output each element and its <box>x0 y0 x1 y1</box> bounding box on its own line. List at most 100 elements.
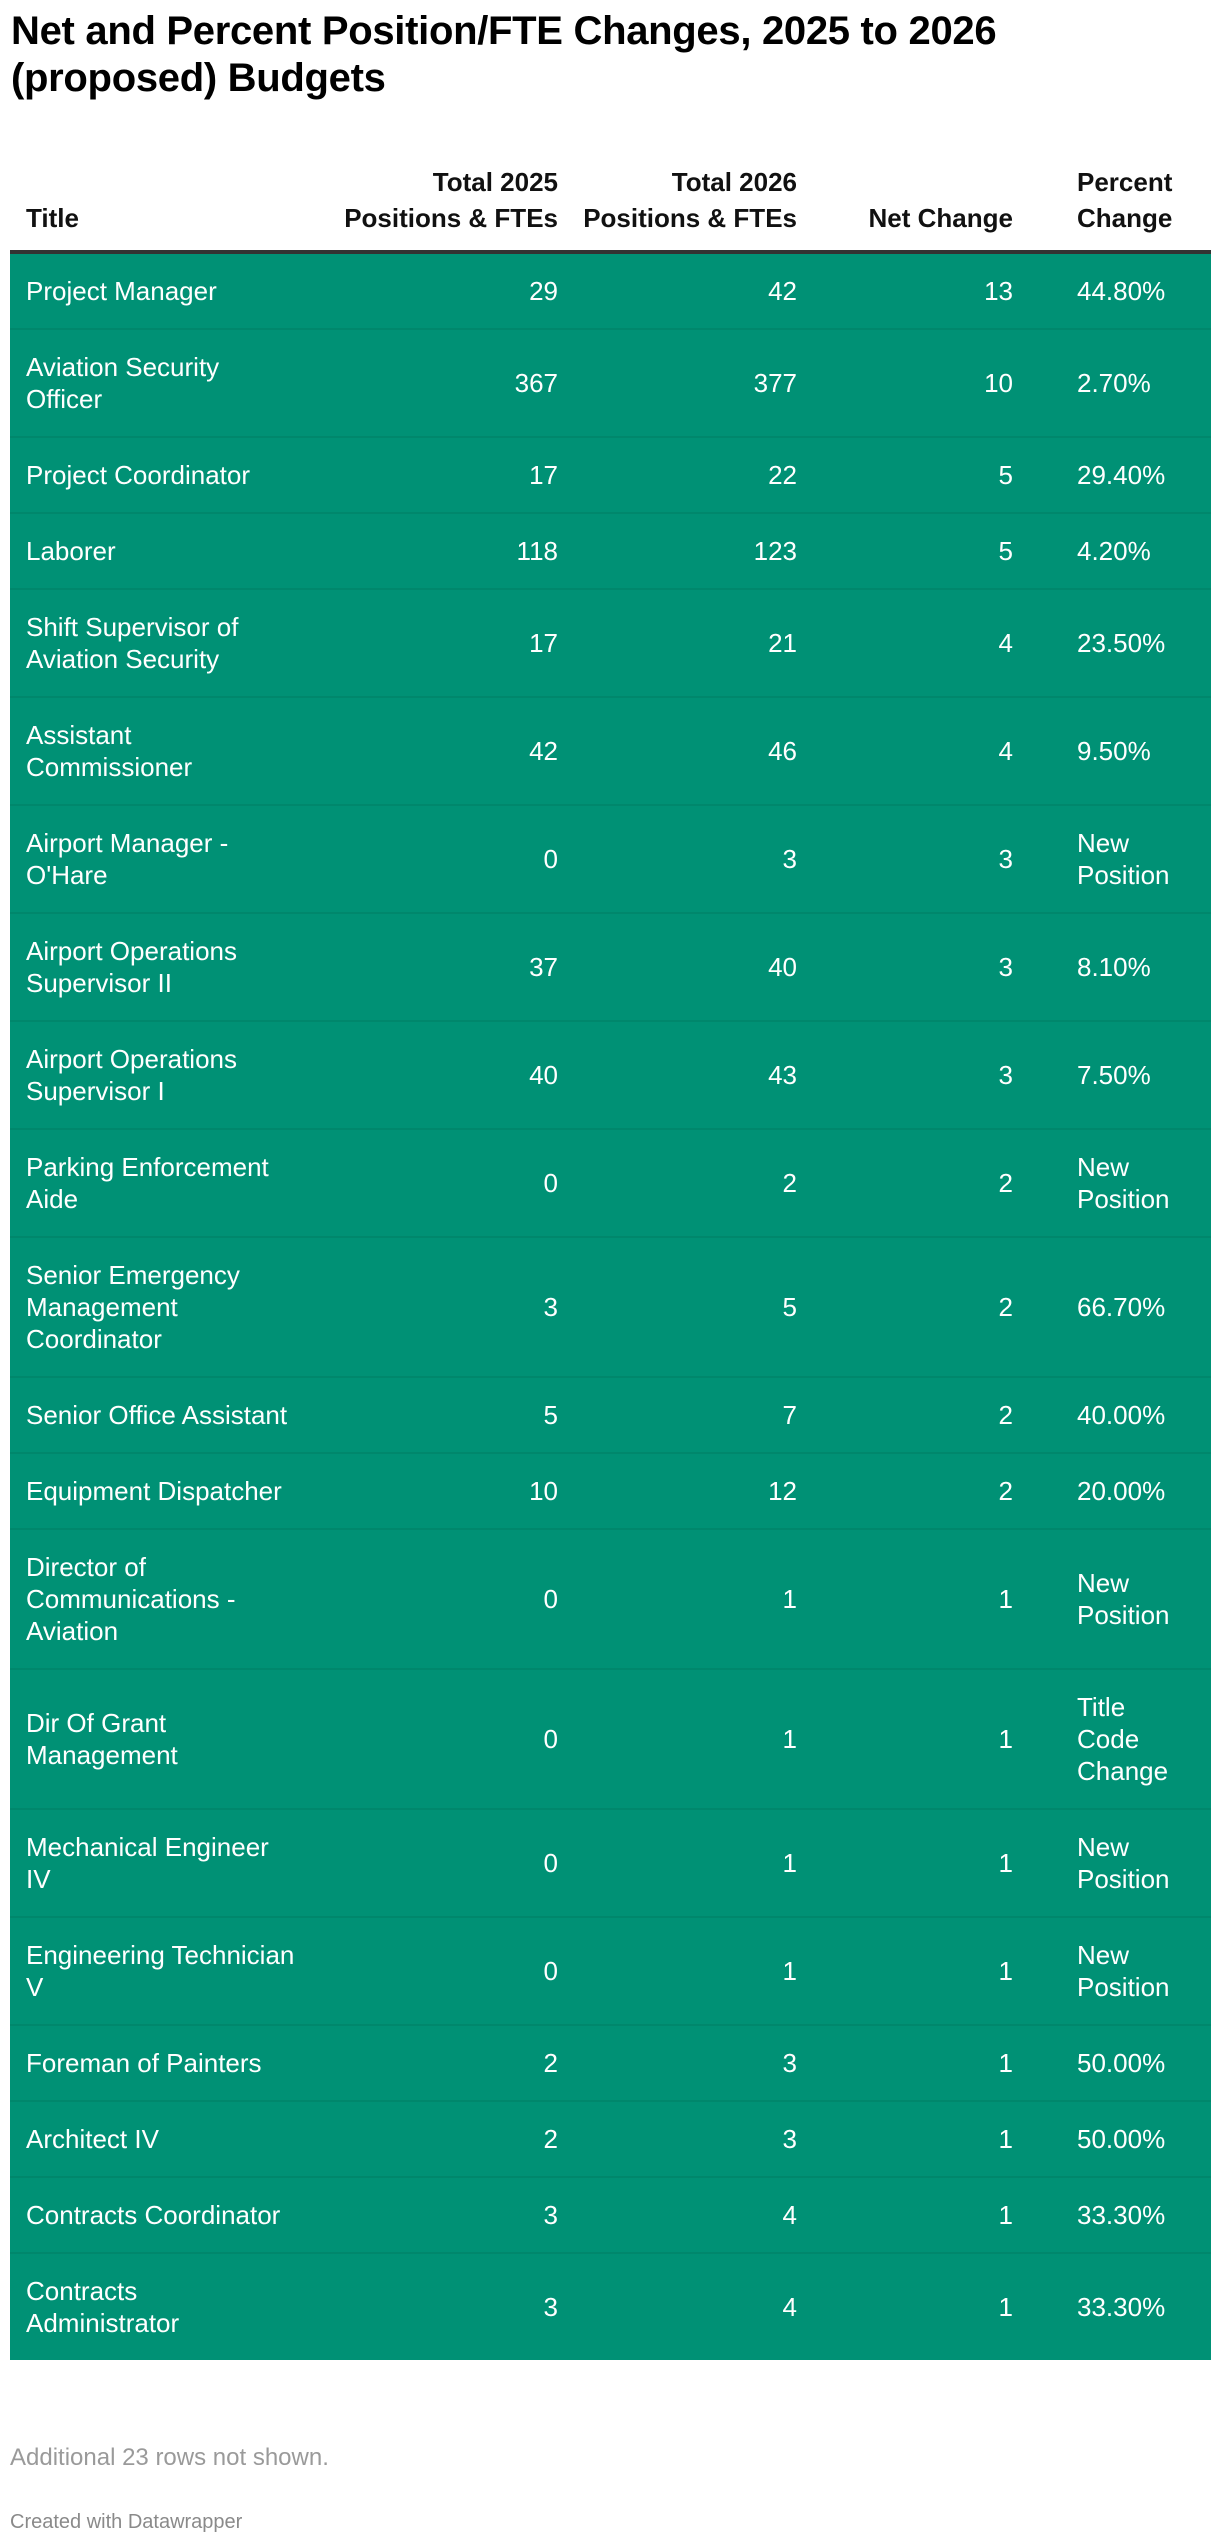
cell-net-change: 1 <box>797 1809 1013 1918</box>
table-row: Director of Communications - Aviation 0 1 1… <box>10 1529 1211 1670</box>
cell-title: Assistant Commissioner <box>10 697 326 806</box>
cell-title: Parking Enforcement Aide <box>10 1129 326 1238</box>
cell-percent-change: 8.10% <box>1013 913 1211 1022</box>
cell-percent-change: 23.50% <box>1013 589 1211 698</box>
cell-percent-change: 2.70% <box>1013 329 1211 438</box>
cell-title: Laborer <box>10 513 326 590</box>
cell-total-2025: 37 <box>326 913 558 1022</box>
cell-title: Director of Communications - Aviation <box>10 1529 326 1670</box>
footnote: Additional 23 rows not shown. <box>10 2444 329 2471</box>
cell-total-2025: 0 <box>326 1669 558 1810</box>
cell-title: Senior Office Assistant <box>10 1377 326 1454</box>
cell-percent-change: New Position <box>1013 1917 1211 2026</box>
cell-total-2025: 2 <box>326 2101 558 2178</box>
cell-total-2025: 29 <box>326 252 558 330</box>
cell-percent-change: 20.00% <box>1013 1453 1211 1530</box>
cell-title: Aviation Security Officer <box>10 329 326 438</box>
cell-total-2026: 1 <box>558 1669 797 1810</box>
cell-total-2026: 123 <box>558 513 797 590</box>
col-header-title[interactable]: Title <box>10 160 326 254</box>
cell-title: Airport Manager - O'Hare <box>10 805 326 914</box>
cell-total-2025: 3 <box>326 2177 558 2254</box>
cell-net-change: 2 <box>797 1129 1013 1238</box>
data-table: Title Total 2025 Positions & FTEs Total … <box>10 160 1211 2360</box>
col-header-percent-change[interactable]: Percent Change <box>1013 160 1211 254</box>
col-header-net-change[interactable]: Net Change <box>797 160 1013 254</box>
cell-total-2026: 42 <box>558 252 797 330</box>
cell-net-change: 1 <box>797 2253 1013 2360</box>
cell-percent-change: 66.70% <box>1013 1237 1211 1378</box>
cell-title: Contracts Coordinator <box>10 2177 326 2254</box>
cell-total-2026: 43 <box>558 1021 797 1130</box>
table-row: Parking Enforcement Aide 0 2 2 New Position <box>10 1129 1211 1238</box>
cell-total-2025: 2 <box>326 2025 558 2102</box>
cell-title: Mechanical Engineer IV <box>10 1809 326 1918</box>
cell-net-change: 2 <box>797 1377 1013 1454</box>
cell-total-2026: 5 <box>558 1237 797 1378</box>
cell-title: Airport Operations Supervisor I <box>10 1021 326 1130</box>
table-row: Project Coordinator 17 22 5 29.40% <box>10 437 1211 514</box>
table-row: Senior Emergency Management Coordinator 3… <box>10 1237 1211 1378</box>
cell-total-2026: 21 <box>558 589 797 698</box>
cell-total-2026: 7 <box>558 1377 797 1454</box>
table-header-row: Title Total 2025 Positions & FTEs Total … <box>10 160 1211 254</box>
cell-total-2026: 12 <box>558 1453 797 1530</box>
cell-total-2025: 367 <box>326 329 558 438</box>
cell-total-2026: 1 <box>558 1529 797 1670</box>
cell-net-change: 2 <box>797 1453 1013 1530</box>
cell-percent-change: New Position <box>1013 805 1211 914</box>
cell-total-2026: 46 <box>558 697 797 806</box>
cell-total-2026: 22 <box>558 437 797 514</box>
table-row: Foreman of Painters 2 3 1 50.00% <box>10 2025 1211 2102</box>
table-row: Project Manager 29 42 13 44.80% <box>10 252 1211 330</box>
table-row: Dir Of Grant Management 0 1 1 Title Code Cha… <box>10 1669 1211 1810</box>
cell-net-change: 1 <box>797 1669 1013 1810</box>
cell-total-2026: 4 <box>558 2177 797 2254</box>
cell-net-change: 3 <box>797 1021 1013 1130</box>
cell-total-2026: 3 <box>558 2025 797 2102</box>
table-row: Contracts Administrator 3 4 1 33.30% <box>10 2253 1211 2360</box>
cell-percent-change: 44.80% <box>1013 252 1211 330</box>
col-header-total-2026[interactable]: Total 2026 Positions & FTEs <box>558 160 797 254</box>
cell-net-change: 1 <box>797 1529 1013 1670</box>
cell-net-change: 1 <box>797 2177 1013 2254</box>
cell-total-2026: 377 <box>558 329 797 438</box>
cell-total-2025: 0 <box>326 1809 558 1918</box>
cell-net-change: 2 <box>797 1237 1013 1378</box>
cell-total-2026: 3 <box>558 805 797 914</box>
cell-total-2025: 5 <box>326 1377 558 1454</box>
table-row: Assistant Commissioner 42 46 4 9.50% <box>10 697 1211 806</box>
cell-percent-change: New Position <box>1013 1129 1211 1238</box>
cell-percent-change: 40.00% <box>1013 1377 1211 1454</box>
table-row: Mechanical Engineer IV 0 1 1 New Position <box>10 1809 1211 1918</box>
cell-total-2025: 40 <box>326 1021 558 1130</box>
cell-total-2025: 0 <box>326 1129 558 1238</box>
cell-total-2025: 10 <box>326 1453 558 1530</box>
cell-net-change: 4 <box>797 589 1013 698</box>
cell-total-2025: 118 <box>326 513 558 590</box>
col-header-total-2025[interactable]: Total 2025 Positions & FTEs <box>326 160 558 254</box>
cell-percent-change: New Position <box>1013 1809 1211 1918</box>
cell-net-change: 4 <box>797 697 1013 806</box>
table-row: Shift Supervisor of Aviation Security 17 2… <box>10 589 1211 698</box>
cell-title: Architect IV <box>10 2101 326 2178</box>
table-row: Architect IV 2 3 1 50.00% <box>10 2101 1211 2178</box>
cell-title: Project Manager <box>10 252 326 330</box>
cell-total-2025: 17 <box>326 589 558 698</box>
table-row: Engineering Technician V 0 1 1 New Position <box>10 1917 1211 2026</box>
credit-link[interactable]: Created with Datawrapper <box>10 2511 243 2533</box>
cell-percent-change: 7.50% <box>1013 1021 1211 1130</box>
cell-net-change: 10 <box>797 329 1013 438</box>
cell-net-change: 3 <box>797 805 1013 914</box>
cell-title: Project Coordinator <box>10 437 326 514</box>
cell-title: Engineering Technician V <box>10 1917 326 2026</box>
cell-percent-change: 33.30% <box>1013 2177 1211 2254</box>
cell-percent-change: 4.20% <box>1013 513 1211 590</box>
cell-total-2025: 0 <box>326 1917 558 2026</box>
cell-percent-change: 50.00% <box>1013 2101 1211 2178</box>
cell-percent-change: 29.40% <box>1013 437 1211 514</box>
cell-total-2026: 1 <box>558 1917 797 2026</box>
cell-net-change: 13 <box>797 252 1013 330</box>
cell-title: Airport Operations Supervisor II <box>10 913 326 1022</box>
cell-net-change: 1 <box>797 2101 1013 2178</box>
